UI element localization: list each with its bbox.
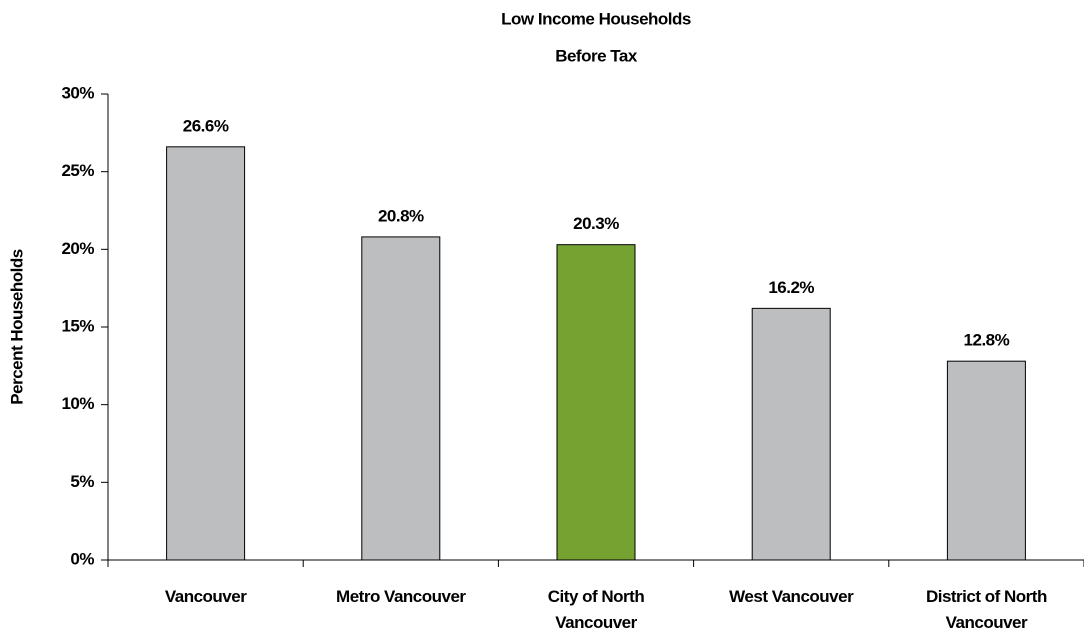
value-label: 20.3% bbox=[573, 214, 619, 233]
value-label: 12.8% bbox=[964, 331, 1010, 350]
chart-title: Low Income Households bbox=[501, 9, 691, 28]
x-tick-label: West Vancouver bbox=[729, 587, 854, 606]
x-tick-label: Vancouver bbox=[164, 587, 247, 606]
chart-title: Before Tax bbox=[555, 46, 638, 65]
x-tick-label: City of North Vancouver bbox=[547, 587, 645, 632]
y-tick-label: 30% bbox=[61, 83, 94, 102]
value-label: 16.2% bbox=[768, 278, 814, 297]
x-tick-label: Metro Vancouver bbox=[336, 587, 466, 606]
x-tick-label: District of North Vancouver bbox=[925, 587, 1047, 632]
y-tick-label: 20% bbox=[61, 239, 94, 258]
y-tick-label: 25% bbox=[61, 161, 94, 180]
y-tick-label: 5% bbox=[70, 472, 94, 491]
y-tick-label: 10% bbox=[61, 394, 94, 413]
y-tick-label: 15% bbox=[61, 316, 94, 335]
y-axis-label: Percent Households bbox=[7, 249, 26, 404]
bar bbox=[946, 360, 1026, 561]
bar bbox=[556, 244, 636, 561]
y-tick-label: 0% bbox=[70, 549, 94, 568]
bar bbox=[166, 146, 246, 561]
value-label: 20.8% bbox=[378, 206, 424, 225]
bar bbox=[361, 236, 441, 561]
bar bbox=[751, 307, 831, 561]
value-label: 26.6% bbox=[183, 116, 229, 135]
